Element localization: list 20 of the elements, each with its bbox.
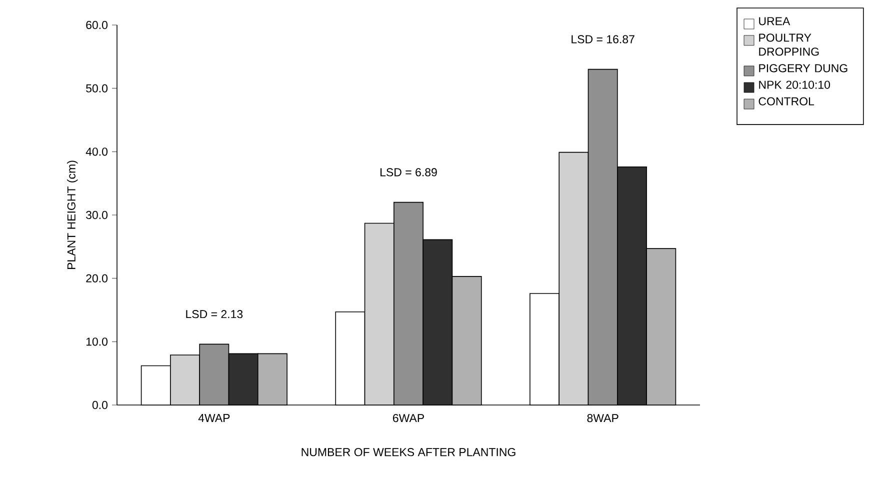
y-axis-title: PLANT HEIGHT (cm)	[67, 160, 78, 270]
legend-label: NPK 20:10:10	[759, 80, 830, 89]
x-axis-title: NUMBER OF WEEKS AFTER PLANTING	[302, 448, 516, 456]
legend-label: UREA	[759, 17, 790, 26]
x-tick-label: 6WAP	[393, 414, 424, 422]
annotation: LSD = 2.13	[186, 310, 243, 318]
y-tick-label: 50.0	[86, 84, 108, 92]
legend-label: POULTRY DROPPING	[759, 34, 819, 56]
legend-label: PIGGERY DUNG	[759, 64, 848, 72]
y-tick-label: 10.0	[86, 338, 108, 346]
y-tick-label: 60.0	[86, 20, 108, 30]
annotation: LSD = 16.87	[572, 35, 634, 44]
y-tick-label: 30.0	[86, 210, 108, 220]
y-tick-label: 40.0	[86, 148, 108, 156]
y-tick-label: 0.0	[92, 400, 108, 410]
x-tick-label: 8WAP	[587, 414, 618, 422]
y-tick-label: 20.0	[86, 274, 108, 282]
x-tick-label: 4WAP	[198, 414, 230, 422]
annotation: LSD = 6.89	[380, 168, 437, 176]
legend-label: CONTROL	[758, 97, 814, 106]
